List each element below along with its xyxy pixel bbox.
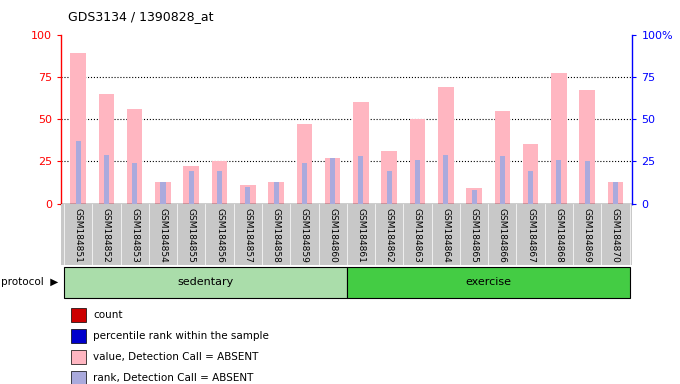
Bar (127, 109, 143, 204)
Bar (245, 187, 250, 204)
Bar (466, 188, 482, 204)
Text: protocol  ▶: protocol ▶ (1, 277, 58, 287)
Text: GSM184861: GSM184861 (356, 209, 365, 263)
Bar (353, 102, 369, 204)
Bar (500, 156, 505, 204)
Text: exercise: exercise (465, 277, 511, 287)
Bar (211, 161, 227, 204)
Bar (613, 182, 618, 204)
Bar (387, 171, 392, 204)
Text: GSM184854: GSM184854 (158, 209, 167, 263)
Text: value, Detection Call = ABSENT: value, Detection Call = ABSENT (93, 352, 258, 362)
Bar (415, 160, 420, 204)
Text: GSM184864: GSM184864 (441, 209, 450, 263)
Bar (438, 87, 454, 204)
Bar (296, 124, 312, 204)
Bar (160, 182, 165, 204)
Text: count: count (93, 310, 122, 320)
Bar (556, 160, 562, 204)
Bar (330, 158, 335, 204)
Text: GSM184852: GSM184852 (102, 209, 111, 263)
Bar (184, 166, 199, 204)
Text: GSM184858: GSM184858 (271, 209, 281, 263)
Bar (381, 151, 397, 204)
Text: GSM184859: GSM184859 (300, 209, 309, 263)
Bar (528, 171, 533, 204)
Bar (443, 154, 448, 204)
Text: GDS3134 / 1390828_at: GDS3134 / 1390828_at (68, 10, 214, 23)
Bar (240, 185, 256, 204)
Bar (523, 144, 539, 204)
Text: GSM184853: GSM184853 (131, 209, 139, 263)
Text: GSM184862: GSM184862 (385, 209, 394, 263)
Bar (471, 190, 477, 204)
Bar (302, 163, 307, 204)
Text: percentile rank within the sample: percentile rank within the sample (93, 331, 269, 341)
Text: GSM184863: GSM184863 (413, 209, 422, 263)
Text: GSM184851: GSM184851 (73, 209, 83, 263)
Text: GSM184869: GSM184869 (583, 209, 592, 263)
Text: GSM184868: GSM184868 (554, 209, 563, 263)
Text: GSM184857: GSM184857 (243, 209, 252, 263)
Text: GSM184870: GSM184870 (611, 209, 620, 263)
Bar (579, 90, 595, 204)
Bar (273, 182, 279, 204)
Bar (347, 267, 630, 298)
Bar (325, 158, 341, 204)
Text: rank, Detection Call = ABSENT: rank, Detection Call = ABSENT (93, 373, 254, 383)
Bar (104, 154, 109, 204)
Bar (99, 94, 114, 204)
Bar (64, 267, 347, 298)
Bar (269, 182, 284, 204)
Text: sedentary: sedentary (177, 277, 233, 287)
Bar (71, 53, 86, 204)
Bar (75, 141, 81, 204)
Bar (608, 182, 623, 204)
Text: GSM184856: GSM184856 (215, 209, 224, 263)
Bar (358, 156, 364, 204)
Text: GSM184860: GSM184860 (328, 209, 337, 263)
Bar (155, 182, 171, 204)
Bar (494, 111, 510, 204)
Bar (189, 171, 194, 204)
Bar (410, 119, 425, 204)
Bar (585, 161, 590, 204)
Text: GSM184865: GSM184865 (470, 209, 479, 263)
Bar (132, 163, 137, 204)
Bar (551, 73, 566, 204)
Bar (217, 171, 222, 204)
Text: GSM184867: GSM184867 (526, 209, 535, 263)
Text: GSM184866: GSM184866 (498, 209, 507, 263)
Text: GSM184855: GSM184855 (187, 209, 196, 263)
